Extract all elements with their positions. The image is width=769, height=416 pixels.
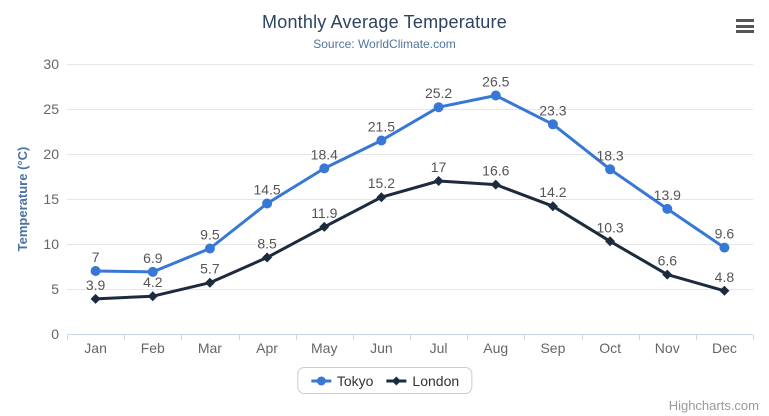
x-axis-label: Jan: [84, 340, 107, 356]
tokyo-legend-dot: [316, 376, 326, 385]
tokyo-point-Jan[interactable]: [90, 266, 101, 276]
tokyo-point-Jul[interactable]: [433, 102, 444, 113]
london-data-label: 3.9: [86, 277, 106, 293]
london-point-Mar[interactable]: [204, 277, 215, 288]
y-axis-title: Temperature (°C): [15, 147, 30, 252]
london-data-label: 4.8: [715, 269, 735, 285]
london-data-label: 17: [431, 159, 447, 175]
tokyo-point-Feb[interactable]: [147, 266, 158, 277]
y-axis-label: 5: [51, 281, 59, 297]
x-axis-label: Jun: [370, 340, 393, 356]
tokyo-data-label: 13.9: [654, 187, 681, 203]
tokyo-point-Sep[interactable]: [547, 119, 558, 130]
london-data-label: 8.5: [257, 236, 277, 252]
chart-title: Monthly Average Temperature: [262, 12, 507, 32]
tokyo-data-label: 21.5: [368, 119, 395, 135]
legend-item-tokyo[interactable]: Tokyo: [310, 372, 374, 389]
tokyo-point-Nov[interactable]: [662, 203, 673, 214]
x-axis-label: Dec: [712, 340, 737, 356]
tokyo-data-label: 26.5: [482, 74, 509, 90]
tokyo-marker-icon: [310, 376, 331, 385]
london-data-label: 6.6: [658, 253, 678, 269]
london-data-label: 5.7: [200, 261, 220, 277]
london-point-Aug[interactable]: [490, 179, 501, 190]
london-point-Dec[interactable]: [719, 285, 730, 296]
legend-item-london[interactable]: London: [385, 373, 459, 389]
context-menu-button[interactable]: [736, 19, 754, 33]
london-point-Apr[interactable]: [262, 252, 273, 263]
tokyo-point-Mar[interactable]: [204, 243, 215, 254]
tokyo-data-label: 18.3: [596, 147, 623, 163]
london-data-label: 14.2: [539, 184, 566, 200]
tokyo-data-label: 9.5: [200, 227, 220, 243]
london-line[interactable]: [94, 179, 726, 301]
london-point-Jun[interactable]: [376, 192, 387, 203]
x-axis-label: Mar: [198, 340, 222, 356]
tokyo-point-Apr[interactable]: [262, 198, 273, 209]
london-data-label: 16.6: [482, 163, 509, 179]
x-axis-label: Aug: [483, 340, 508, 356]
series-london[interactable]: 3.9 4.2 5.7 8.5 11.9 15.2 17 16.6 14.2 10.3 6.6 4.8: [86, 159, 734, 304]
y-axis-label: 25: [43, 101, 59, 117]
tokyo-point-May[interactable]: [319, 163, 330, 174]
chart-subtitle: Source: WorldClimate.com: [313, 37, 456, 51]
tokyo-point-Aug[interactable]: [490, 90, 501, 101]
london-data-label: 10.3: [596, 219, 623, 235]
tokyo-data-label: 7: [92, 249, 100, 265]
london-point-Jan[interactable]: [90, 293, 101, 304]
y-axis-label: 15: [43, 191, 59, 207]
london-point-Oct[interactable]: [605, 236, 616, 247]
x-axis-label: Feb: [141, 340, 165, 356]
tokyo-line[interactable]: [94, 94, 726, 274]
hamburger-icon: [736, 19, 754, 22]
x-axis-label: Oct: [599, 340, 621, 356]
london-marker-icon: [386, 376, 407, 385]
tokyo-data-label: 14.5: [253, 182, 280, 198]
legend-label-tokyo: Tokyo: [336, 372, 374, 389]
london-point-Nov[interactable]: [662, 269, 673, 280]
tokyo-data-label: 6.9: [143, 250, 163, 266]
x-axis-label: Apr: [256, 340, 278, 356]
y-axis-label: 10: [43, 236, 59, 252]
x-axis-label: Jul: [430, 340, 448, 356]
tokyo-point-Oct[interactable]: [605, 164, 616, 175]
tokyo-data-label: 25.2: [425, 85, 452, 101]
tokyo-data-label: 23.3: [539, 102, 566, 118]
tokyo-data-label: 9.6: [715, 226, 735, 242]
hamburger-icon: [736, 24, 754, 28]
y-axis-label: 20: [43, 146, 59, 162]
london-point-May[interactable]: [319, 221, 330, 232]
tokyo-point-Jun[interactable]: [376, 135, 387, 146]
london-point-Feb[interactable]: [147, 291, 158, 302]
hamburger-icon: [736, 30, 754, 33]
y-axis-label: 30: [43, 56, 59, 72]
tokyo-point-Dec[interactable]: [719, 242, 730, 253]
series-tokyo[interactable]: 7 6.9 9.5 14.5 18.4 21.5 25.2 26.5 23.3 18.3 13.9 9…: [90, 74, 735, 277]
legend: Tokyo London: [296, 367, 473, 394]
london-legend-diamond: [391, 376, 401, 385]
london-data-label: 15.2: [368, 175, 395, 191]
london-point-Jul[interactable]: [433, 176, 444, 186]
x-axis-label: May: [311, 340, 337, 356]
tokyo-data-label: 18.4: [311, 146, 338, 162]
london-data-label: 11.9: [311, 205, 337, 221]
london-data-label: 4.2: [143, 274, 163, 290]
legend-label-london: London: [412, 372, 460, 389]
london-point-Sep[interactable]: [547, 201, 558, 212]
x-axis-label: Sep: [540, 340, 565, 356]
y-axis-label: 0: [51, 326, 59, 342]
credits-link[interactable]: Highcharts.com: [668, 398, 759, 413]
x-axis-label: Nov: [655, 340, 680, 356]
